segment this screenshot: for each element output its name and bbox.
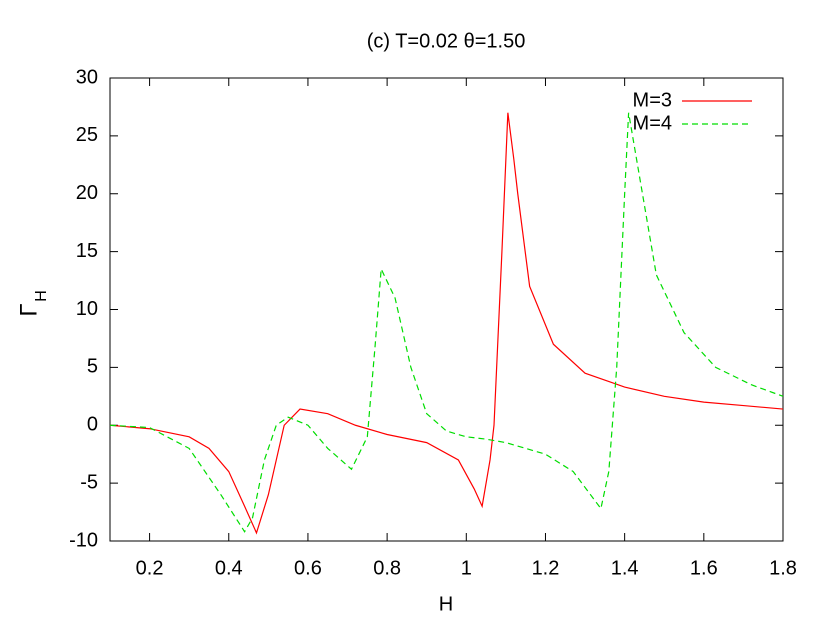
- x-tick-label: 0.8: [373, 557, 401, 579]
- y-axis-label: Γ: [15, 303, 42, 316]
- y-axis-symbol: Γ: [15, 303, 42, 316]
- legend-label: M=3: [633, 89, 672, 111]
- y-tick-label: -5: [80, 471, 98, 493]
- x-tick-label: 1.4: [611, 557, 639, 579]
- y-axis-subscript: H: [33, 290, 50, 302]
- plot-frame: [109, 77, 784, 542]
- x-axis-label: H: [439, 593, 453, 615]
- x-tick-label: 1: [461, 557, 472, 579]
- x-tick-label: 0.2: [136, 557, 164, 579]
- y-tick-label: 15: [76, 240, 98, 262]
- chart-title: (c) T=0.02 θ=1.50: [367, 30, 526, 52]
- series-line: [109, 112, 784, 535]
- x-tick-label: 1.6: [690, 557, 718, 579]
- legend-label: M=4: [633, 112, 672, 134]
- y-tick-label: 0: [87, 414, 98, 436]
- y-tick-label: 5: [87, 356, 98, 378]
- series-line: [109, 112, 784, 533]
- x-tick-label: 1.8: [769, 557, 797, 579]
- x-tick-label: 1.2: [532, 557, 560, 579]
- y-tick-label: 25: [76, 124, 98, 146]
- y-tick-label: 20: [76, 182, 98, 204]
- x-tick-label: 0.4: [215, 557, 243, 579]
- x-tick-label: 0.6: [294, 557, 322, 579]
- y-tick-label: 10: [76, 298, 98, 320]
- y-tick-label: 30: [76, 66, 98, 88]
- y-axis-sub: H: [33, 290, 50, 302]
- y-tick-label: -10: [69, 529, 98, 551]
